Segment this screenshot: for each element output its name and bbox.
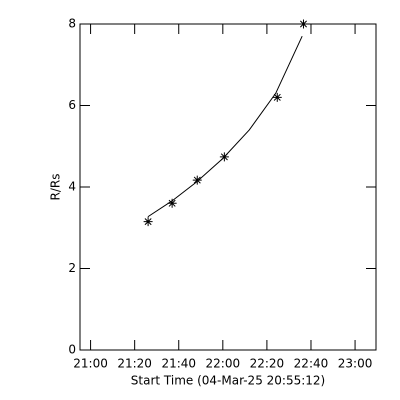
y-tick-label: 4	[68, 180, 76, 194]
asterisk-marker	[192, 175, 202, 185]
x-tick-label: 21:20	[117, 357, 152, 371]
x-tick-label: 22:00	[206, 357, 241, 371]
x-tick-label: 23:00	[338, 357, 373, 371]
y-tick-label: 8	[68, 17, 76, 31]
y-tick-label: 2	[68, 261, 76, 275]
x-tick-label: 21:00	[73, 357, 108, 371]
fit-curve	[147, 36, 303, 218]
y-tick-label: 6	[68, 98, 76, 112]
y-tick-label: 0	[68, 343, 76, 357]
asterisk-marker	[167, 198, 177, 208]
asterisk-marker	[272, 92, 282, 102]
x-tick-label: 22:20	[250, 357, 285, 371]
plot-frame	[79, 23, 377, 351]
x-tick-label: 22:40	[294, 357, 329, 371]
asterisk-marker	[143, 217, 153, 227]
y-axis-label: R/Rs	[49, 174, 63, 201]
asterisk-marker	[298, 19, 308, 29]
x-axis-label: Start Time (04-Mar-25 20:55:12)	[131, 374, 325, 388]
x-tick-label: 21:40	[161, 357, 196, 371]
